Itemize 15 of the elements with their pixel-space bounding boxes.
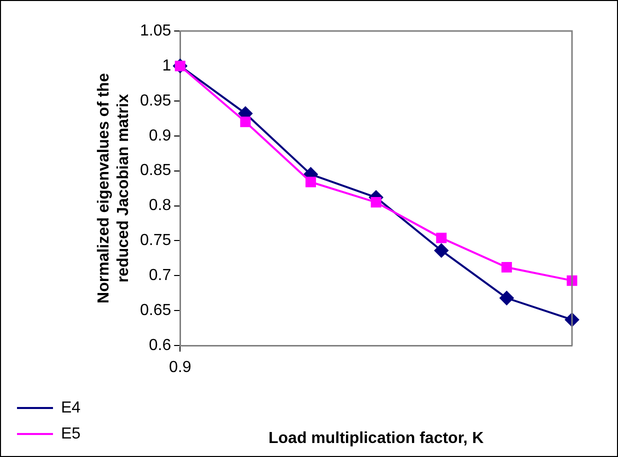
y-tick-label: 0.6 bbox=[148, 337, 172, 354]
y-tick-label: 0.75 bbox=[140, 232, 172, 250]
legend-label: E4 bbox=[61, 399, 81, 416]
y-tick-label: 0.95 bbox=[140, 92, 172, 110]
y-tick-label: 0.85 bbox=[140, 162, 172, 180]
x-axis-title: Load multiplication factor, K bbox=[268, 430, 484, 447]
y-tick-label: 0.7 bbox=[148, 267, 172, 284]
y-tick-label: 0.8 bbox=[148, 197, 172, 214]
text: 0.9 bbox=[168, 359, 192, 376]
y-tick-label: 1.05 bbox=[140, 22, 172, 40]
legend-label: E5 bbox=[61, 425, 81, 442]
y-tick-label: 1 bbox=[162, 57, 172, 74]
y-tick-label: 0.9 bbox=[148, 127, 172, 144]
y-tick-label: 0.65 bbox=[140, 302, 172, 320]
y-axis-title: Normalized eigenvalues of the reduced Jacobian matrix bbox=[96, 73, 132, 304]
